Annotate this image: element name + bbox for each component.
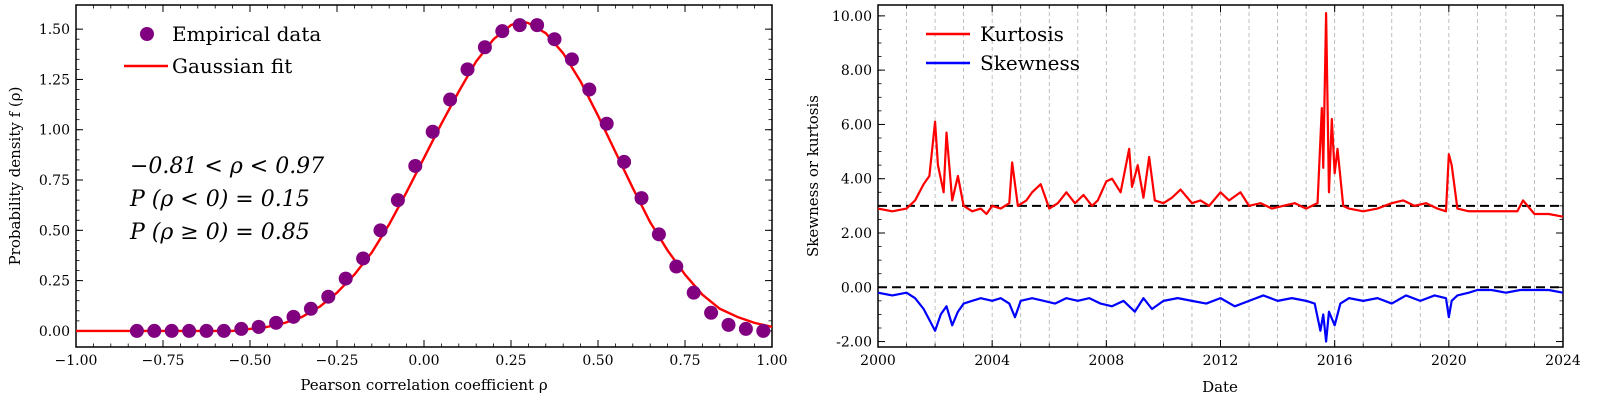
right-y-tick-label: 6.00 <box>841 117 872 133</box>
skewness-line <box>877 288 1564 343</box>
right-y-tick-label: 4.00 <box>841 172 872 188</box>
empirical-data-point <box>129 323 144 338</box>
legend-label-empirical: Empirical data <box>172 22 321 46</box>
left-panel: −1.00 −0.75 −0.50 −0.25 0.00 0.25 0.50 0.75 1.00… <box>6 4 788 394</box>
right-ticks: 2000 2004 2008 2012 2016 2020 2024 -2.00 0.00 2.0… <box>832 5 1581 369</box>
kurtosis-line <box>877 12 1564 218</box>
empirical-data-point <box>373 223 388 238</box>
empirical-data-point <box>582 82 597 97</box>
empirical-data-point <box>721 317 736 332</box>
empirical-data-point <box>356 251 371 266</box>
empirical-data-point <box>338 271 353 286</box>
empirical-data-point <box>634 191 649 206</box>
empirical-data-point <box>147 323 162 338</box>
empirical-data-point <box>477 40 492 55</box>
empirical-data-point <box>756 323 771 338</box>
empirical-data-point <box>269 315 284 330</box>
left-x-axis-label: Pearson correlation coefficient ρ <box>300 376 548 394</box>
right-y-tick-label: 0.00 <box>841 280 872 296</box>
right-y-tick-label: 8.00 <box>841 63 872 79</box>
empirical-data-point <box>512 18 527 33</box>
empirical-data-point <box>564 52 579 67</box>
empirical-data-point <box>669 259 684 274</box>
left-y-tick-label: 0.50 <box>39 223 70 239</box>
right-legend: Kurtosis Skewness <box>926 22 1080 75</box>
left-annotations: −0.81 < ρ < 0.97 P (ρ < 0) = 0.15 P (ρ ≥… <box>129 154 324 245</box>
left-y-tick-label: 1.50 <box>39 22 70 38</box>
empirical-data-point <box>425 124 440 139</box>
right-x-tick-label: 2008 <box>1089 353 1125 369</box>
left-y-tick-label: 0.75 <box>39 173 70 189</box>
annotation-range: −0.81 < ρ < 0.97 <box>130 154 324 179</box>
left-x-tick-label: 0.25 <box>495 353 526 369</box>
empirical-data-point <box>686 285 701 300</box>
empirical-data-point <box>286 309 301 324</box>
empirical-data-point <box>408 158 423 173</box>
empirical-data-point <box>547 32 562 47</box>
left-x-tick-label: 0.75 <box>669 353 700 369</box>
right-y-tick-label: -2.00 <box>836 335 872 351</box>
left-x-tick-label: −0.75 <box>142 353 185 369</box>
empirical-data-point <box>460 62 475 77</box>
right-x-tick-label: 2000 <box>860 353 896 369</box>
left-y-tick-label: 1.00 <box>39 123 70 139</box>
right-x-tick-label: 2016 <box>1317 353 1353 369</box>
empirical-data-point <box>164 323 179 338</box>
right-x-tick-label: 2004 <box>974 353 1010 369</box>
annotation-prob-positive: P (ρ ≥ 0) = 0.85 <box>129 220 310 245</box>
empirical-data-point <box>216 323 231 338</box>
left-y-tick-label: 0.00 <box>39 324 70 340</box>
right-series <box>877 12 1564 343</box>
left-x-tick-label: −0.25 <box>316 353 359 369</box>
left-x-tick-label: 0.00 <box>408 353 439 369</box>
empirical-data-point <box>738 321 753 336</box>
left-x-tick-label: −1.00 <box>55 353 98 369</box>
left-series <box>76 18 773 338</box>
empirical-data-point <box>321 289 336 304</box>
empirical-data-point <box>234 321 249 336</box>
empirical-data-point <box>599 116 614 131</box>
legend-marker-empirical <box>140 27 154 41</box>
left-x-tick-label: −0.50 <box>229 353 272 369</box>
right-x-tick-label: 2024 <box>1545 353 1581 369</box>
left-legend: Empirical data Gaussian fit <box>124 22 321 78</box>
left-x-tick-label: 1.00 <box>756 353 787 369</box>
right-y-tick-label: 10.00 <box>832 9 872 25</box>
empirical-data-point <box>390 193 405 208</box>
empirical-data-point <box>617 154 632 169</box>
empirical-data-point <box>495 24 510 39</box>
legend-label-kurtosis: Kurtosis <box>980 22 1064 46</box>
left-x-tick-label: 0.50 <box>582 353 613 369</box>
empirical-data-point <box>303 301 318 316</box>
left-y-tick-label: 1.25 <box>39 72 70 88</box>
empirical-data-point <box>704 305 719 320</box>
annotation-prob-negative: P (ρ < 0) = 0.15 <box>129 187 310 212</box>
legend-label-gaussian: Gaussian fit <box>172 54 292 78</box>
right-x-tick-label: 2020 <box>1431 353 1467 369</box>
empirical-data-point <box>530 18 545 33</box>
left-ticks: −1.00 −0.75 −0.50 −0.25 0.00 0.25 0.50 0.75 1.00… <box>39 5 788 369</box>
right-y-tick-label: 2.00 <box>841 226 872 242</box>
right-y-axis-label: Skewness or kurtosis <box>804 95 822 257</box>
right-x-axis-label: Date <box>1202 378 1238 396</box>
empirical-data-point <box>251 319 266 334</box>
right-x-tick-label: 2012 <box>1203 353 1239 369</box>
empirical-data-point <box>443 92 458 107</box>
empirical-data-point <box>651 227 666 242</box>
right-panel: 2000 2004 2008 2012 2016 2020 2024 -2.00 0.00 2.0… <box>804 4 1581 396</box>
left-y-axis-label: Probability density f (ρ) <box>6 87 24 266</box>
legend-label-skewness: Skewness <box>980 51 1080 75</box>
empirical-data-point <box>182 323 197 338</box>
empirical-data-point <box>199 323 214 338</box>
left-y-tick-label: 0.25 <box>39 274 70 290</box>
